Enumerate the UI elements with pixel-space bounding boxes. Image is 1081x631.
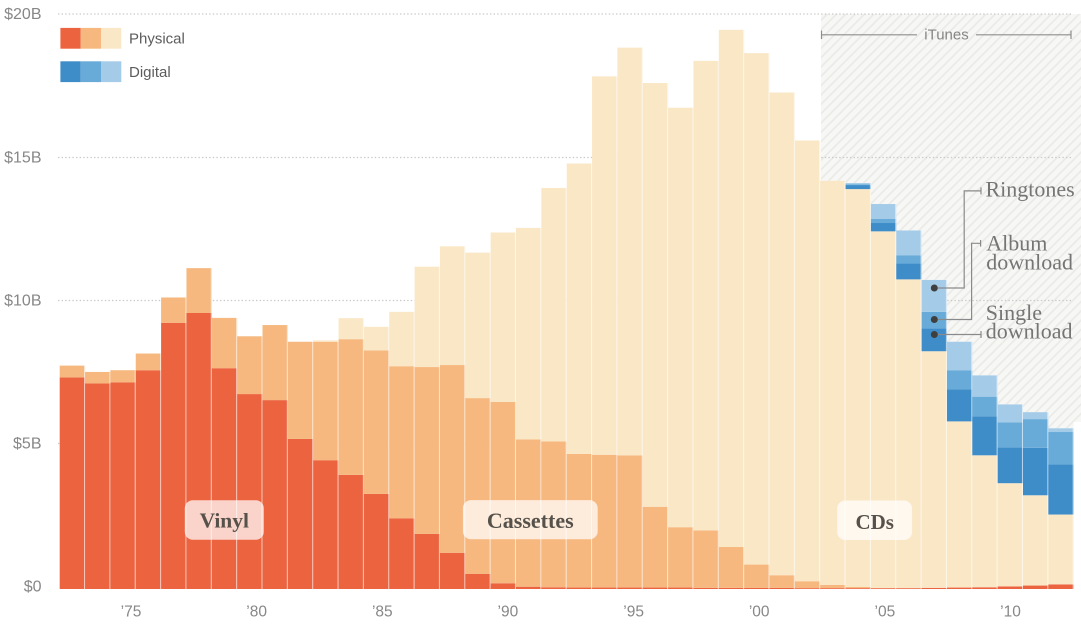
svg-text:’75: ’75 bbox=[121, 604, 142, 621]
svg-text:Single: Single bbox=[986, 300, 1042, 325]
svg-text:Physical: Physical bbox=[129, 31, 185, 48]
svg-text:’10: ’10 bbox=[1000, 604, 1021, 621]
svg-text:$20B: $20B bbox=[4, 6, 41, 23]
svg-text:’80: ’80 bbox=[246, 604, 267, 621]
svg-text:download: download bbox=[986, 250, 1073, 275]
svg-text:Vinyl: Vinyl bbox=[200, 509, 249, 533]
svg-text:’90: ’90 bbox=[498, 604, 519, 621]
svg-text:’85: ’85 bbox=[372, 604, 393, 621]
svg-text:CDs: CDs bbox=[855, 510, 894, 534]
svg-text:’05: ’05 bbox=[875, 604, 896, 621]
svg-text:$15B: $15B bbox=[4, 150, 41, 167]
svg-text:$0: $0 bbox=[24, 579, 42, 596]
svg-text:$5B: $5B bbox=[13, 436, 41, 453]
svg-text:Digital: Digital bbox=[129, 64, 171, 81]
svg-text:$10B: $10B bbox=[4, 293, 41, 310]
svg-text:iTunes: iTunes bbox=[924, 27, 968, 44]
svg-text:Ringtones: Ringtones bbox=[986, 177, 1075, 202]
svg-text:Cassettes: Cassettes bbox=[487, 508, 574, 533]
svg-text:Album: Album bbox=[986, 231, 1047, 256]
svg-text:’00: ’00 bbox=[749, 604, 770, 621]
svg-text:’95: ’95 bbox=[623, 604, 644, 621]
svg-text:download: download bbox=[986, 319, 1073, 344]
